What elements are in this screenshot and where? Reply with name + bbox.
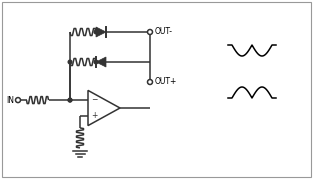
Circle shape — [68, 98, 72, 102]
Text: −: − — [91, 96, 97, 105]
Text: OUT-: OUT- — [155, 28, 173, 37]
Circle shape — [68, 98, 72, 102]
Text: OUT+: OUT+ — [155, 78, 177, 86]
FancyBboxPatch shape — [2, 2, 311, 177]
Polygon shape — [96, 57, 106, 67]
Circle shape — [148, 80, 152, 84]
Circle shape — [16, 98, 20, 103]
Circle shape — [94, 30, 98, 34]
Circle shape — [147, 79, 152, 84]
Text: IN: IN — [6, 96, 14, 105]
Polygon shape — [88, 90, 120, 126]
Circle shape — [147, 30, 152, 35]
Circle shape — [68, 60, 72, 64]
Circle shape — [94, 60, 98, 64]
Text: +: + — [91, 111, 97, 120]
Polygon shape — [96, 27, 106, 37]
